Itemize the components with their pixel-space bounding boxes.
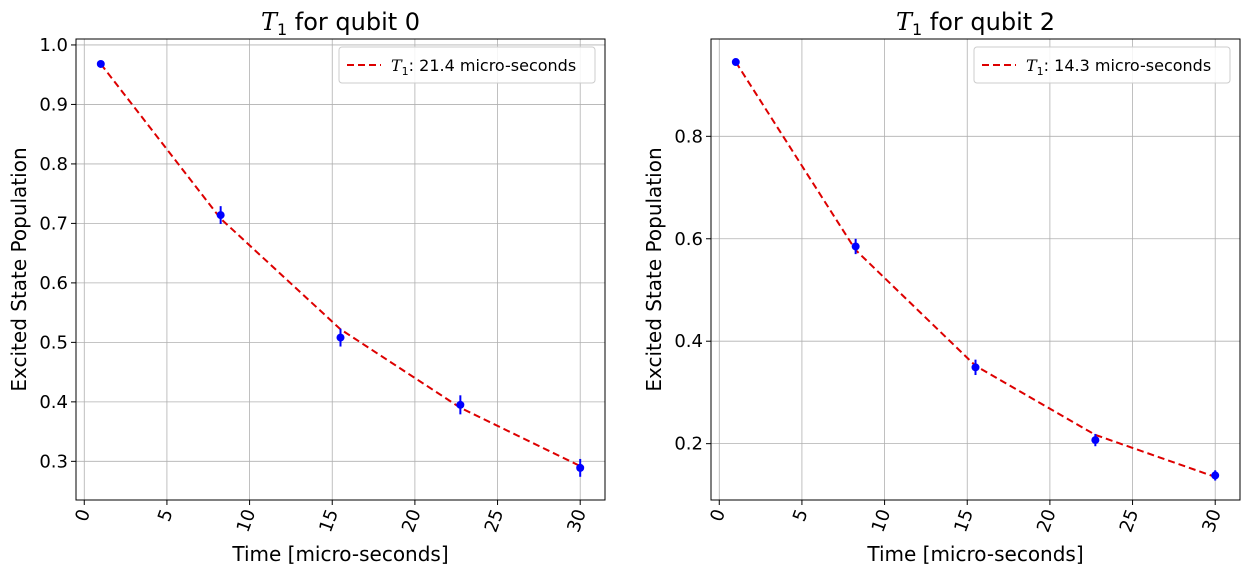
grid [76, 39, 605, 500]
y-axis-label: Excited State Population [642, 147, 666, 391]
data-point [456, 400, 465, 409]
y-tick-label: 0.9 [39, 94, 68, 115]
y-tick-label: 0.7 [39, 213, 68, 234]
data-point [731, 58, 740, 67]
legend-entry: T1: 14.3 micro-seconds [1026, 56, 1211, 78]
legend-subscript: 1 [1037, 65, 1044, 78]
x-axis-label: Time [micro-seconds] [866, 542, 1083, 566]
plot-frame [710, 38, 1241, 501]
y-tick-label: 0.6 [674, 229, 703, 250]
data-point [96, 59, 105, 68]
data-point [851, 242, 860, 251]
chart-qubit-2: 0 5 10 15 20 25 30 0.20.40.60.8 T1 for qubit 2… [642, 8, 1241, 566]
y-tick-label: 0.2 [674, 434, 703, 455]
chart-title: T1 for qubit 0 [261, 8, 420, 39]
grid [711, 39, 1240, 500]
title-subscript: 1 [277, 20, 287, 39]
y-tick-label: 0.8 [39, 154, 68, 175]
title-text: for qubit 2 [922, 8, 1055, 36]
chart-title: T1 for qubit 2 [896, 8, 1055, 39]
data-point [336, 333, 345, 342]
legend-text: : 21.4 micro-seconds [409, 56, 577, 75]
legend: T1: 21.4 micro-seconds [338, 46, 596, 84]
legend-symbol: T [391, 56, 403, 75]
y-tick-label: 0.4 [39, 392, 68, 413]
y-tick-label: 0.3 [39, 451, 68, 472]
data-point [1091, 436, 1100, 445]
legend-symbol: T [1026, 56, 1038, 75]
title-subscript: 1 [912, 20, 922, 39]
legend-subscript: 1 [402, 65, 409, 78]
data-point [576, 463, 585, 472]
y-tick-label: 0.4 [674, 331, 703, 352]
legend-text: : 14.3 micro-seconds [1044, 56, 1212, 75]
y-axis-label: Excited State Population [7, 147, 31, 391]
data-point [1211, 471, 1220, 480]
y-tick-label: 1.0 [39, 35, 68, 56]
y-axis-ticks: 0.2 0.4 0.6 0.8 [674, 126, 711, 455]
legend-box [973, 46, 1231, 84]
y-tick-label: 0.5 [39, 332, 68, 353]
title-symbol: T [896, 8, 914, 36]
y-axis-ticks: 0.3 0.4 0.5 0.6 0.7 0.8 0.9 1.0 [39, 35, 76, 472]
legend-box [338, 46, 596, 84]
y-tick-label: 0.6 [39, 273, 68, 294]
legend: T1: 14.3 micro-seconds [973, 46, 1231, 84]
title-symbol: T [261, 8, 279, 36]
title-text: for qubit 0 [287, 8, 420, 36]
plot-frame [75, 38, 606, 501]
data-point [971, 363, 980, 372]
data-point [216, 211, 225, 220]
y-tick-label: 0.8 [674, 126, 703, 147]
chart-qubit-0: 0 5 10 15 20 25 30 0.30.40.50.60.70.80.91.0 T1… [7, 8, 606, 566]
data-points-layer [96, 59, 585, 477]
legend-entry: T1: 21.4 micro-seconds [391, 56, 576, 78]
data-points-layer [731, 58, 1220, 481]
x-axis-label: Time [micro-seconds] [231, 542, 448, 566]
